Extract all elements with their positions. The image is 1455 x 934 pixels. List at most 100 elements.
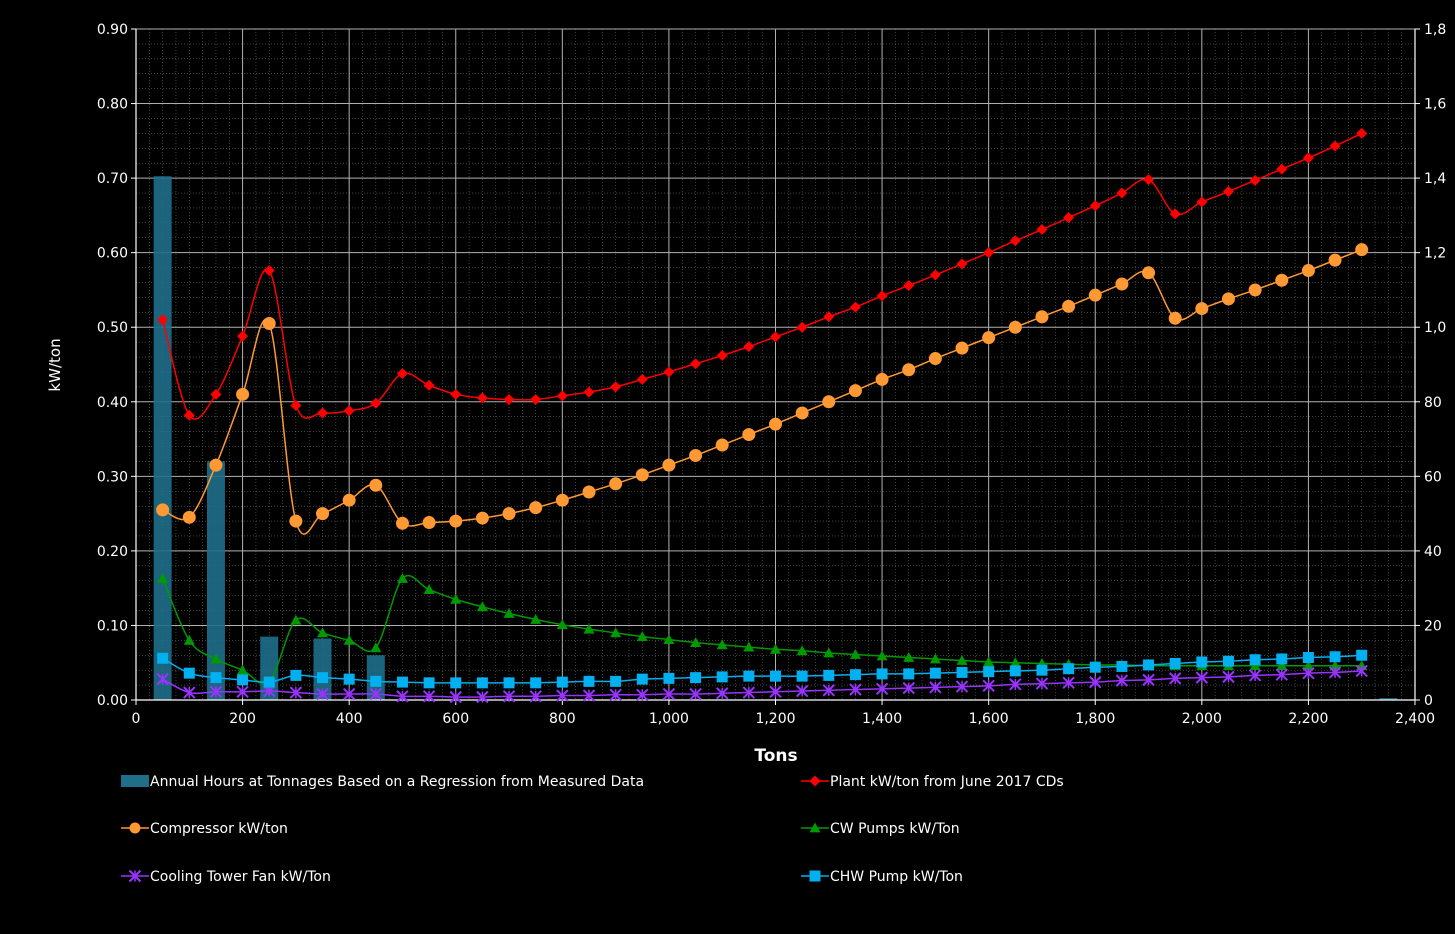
- data-point: [1169, 657, 1181, 669]
- data-point: [370, 397, 382, 409]
- data-point: [183, 667, 195, 679]
- data-point: [663, 366, 675, 378]
- data-point: [317, 672, 329, 684]
- data-point: [290, 614, 302, 625]
- data-point: [876, 290, 888, 302]
- data-point: [529, 690, 542, 703]
- y2-tick-label: 1,0: [1424, 320, 1446, 336]
- data-point: [1302, 152, 1314, 164]
- data-point: [583, 386, 595, 398]
- data-point: [795, 684, 809, 698]
- data-point: [876, 668, 888, 680]
- data-point: [422, 690, 436, 703]
- data-point: [396, 676, 408, 688]
- data-point: [1036, 664, 1048, 676]
- data-point: [1035, 677, 1049, 690]
- data-point: [209, 458, 223, 472]
- y2-tick-label: 80: [1424, 395, 1442, 411]
- legend-item: Annual Hours at Tonnages Based on a Regr…: [121, 774, 644, 790]
- legend-marker: [129, 822, 141, 834]
- data-point: [237, 330, 249, 342]
- data-point: [1275, 668, 1288, 681]
- legend-label: Compressor kW/ton: [150, 821, 288, 837]
- data-point: [770, 331, 781, 343]
- data-point: [1063, 212, 1075, 224]
- data-point: [396, 690, 409, 703]
- data-point: [556, 689, 569, 702]
- data-point: [476, 690, 489, 704]
- bar: [206, 461, 225, 700]
- data-point: [475, 511, 489, 525]
- data-point: [1276, 163, 1288, 175]
- data-point: [769, 417, 782, 431]
- data-point: [290, 400, 302, 412]
- data-point: [369, 687, 383, 701]
- data-point: [663, 672, 675, 684]
- data-point: [636, 373, 648, 385]
- data-point: [662, 687, 676, 701]
- data-point: [796, 321, 808, 333]
- bar: [313, 638, 332, 700]
- x-tick-label: 1,400: [862, 711, 902, 727]
- data-point: [929, 269, 941, 281]
- data-point: [715, 438, 729, 452]
- data-point: [316, 687, 329, 701]
- kw-per-ton-chart: 0 200 400 600 800 1,000 1,200 1,400 1,600 1,800 2,…: [46, 22, 1446, 885]
- chart-frame: 0 200 400 600 800 1,000 1,200 1,400 1,600 1,800 2,…: [8, 8, 1455, 934]
- data-point: [1009, 665, 1021, 677]
- data-point: [716, 639, 728, 650]
- data-point: [583, 675, 595, 687]
- data-point: [1222, 655, 1234, 667]
- x-tick-label: 1,800: [1075, 711, 1115, 727]
- data-point: [795, 406, 809, 420]
- data-point: [1329, 140, 1341, 152]
- series-plant-kw-ton-from-june-2017-cds: [157, 127, 1368, 421]
- data-point: [796, 670, 808, 682]
- data-point: [263, 265, 275, 277]
- data-point: [1008, 320, 1022, 334]
- data-point: [1009, 657, 1021, 668]
- data-point: [396, 572, 408, 583]
- data-point: [1302, 660, 1314, 671]
- data-point: [1222, 670, 1235, 684]
- data-point: [1195, 302, 1209, 316]
- series-cw-pumps-kw-ton: [157, 572, 1368, 686]
- data-point: [743, 641, 755, 652]
- data-point: [1248, 283, 1262, 297]
- data-point: [1248, 669, 1262, 682]
- data-point: [1036, 224, 1048, 236]
- data-point: [1276, 653, 1288, 665]
- data-point: [743, 341, 755, 353]
- data-point: [1035, 310, 1049, 324]
- data-point: [636, 688, 649, 701]
- legend-item: CHW Pump kW/Ton: [801, 869, 963, 885]
- data-point: [956, 258, 968, 270]
- legend-item: Plant kW/ton from June 2017 CDs: [801, 774, 1064, 790]
- legend-label: Cooling Tower Fan kW/Ton: [150, 869, 331, 885]
- data-point: [796, 645, 808, 656]
- data-point: [609, 477, 623, 491]
- data-point: [903, 652, 915, 662]
- data-point: [982, 331, 996, 345]
- data-point: [1276, 660, 1288, 671]
- data-point: [983, 656, 995, 667]
- legend-marker: [809, 775, 821, 787]
- data-point: [156, 672, 169, 686]
- data-point: [956, 666, 968, 678]
- data-point: [1116, 660, 1128, 672]
- data-point: [770, 643, 781, 654]
- data-point: [1301, 264, 1315, 278]
- data-point: [1168, 672, 1182, 685]
- legend-item: CW Pumps kW/Ton: [801, 821, 960, 837]
- y-tick-label: 0.20: [97, 544, 128, 560]
- data-point: [476, 392, 488, 404]
- data-point: [823, 311, 835, 323]
- data-point: [1249, 654, 1261, 666]
- x-tick-label: 2,400: [1395, 711, 1435, 727]
- data-point: [903, 279, 915, 291]
- data-point: [848, 384, 862, 398]
- data-point: [237, 674, 249, 686]
- x-tick-label: 400: [336, 711, 363, 727]
- y2-tick-label: 0: [1424, 693, 1433, 709]
- x-tick-label: 0: [132, 711, 141, 727]
